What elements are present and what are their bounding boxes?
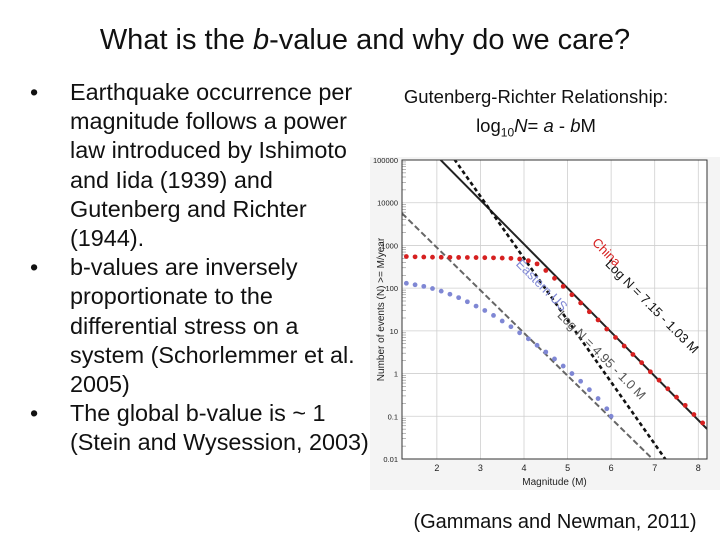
data-point — [499, 255, 505, 261]
y-tick-label: 1000 — [381, 241, 398, 250]
data-point — [682, 402, 688, 408]
data-point — [691, 412, 697, 417]
data-point — [517, 330, 523, 336]
data-point — [464, 255, 470, 260]
data-point — [438, 254, 444, 260]
data-point — [508, 255, 514, 261]
data-point — [456, 255, 462, 260]
x-tick-label: 2 — [434, 463, 439, 473]
data-point — [464, 299, 470, 305]
bullet-item: Earthquake occurrence per magnitude foll… — [30, 78, 370, 253]
data-point — [586, 309, 592, 315]
data-point — [412, 282, 418, 288]
chart-frame: 2 3 4 5 6 7 8 0.01 0.1 1 10 100 1000 10000 100000 Magni… — [370, 156, 720, 490]
data-point — [604, 406, 610, 412]
plot-content — [402, 160, 707, 459]
slide-title: What is the b-value and why do we care? — [99, 24, 631, 56]
gutenberg-richter-chart: 2 3 4 5 6 7 8 0.01 0.1 1 10 100 1000 10000 100000 Magni… — [370, 156, 720, 490]
data-point — [560, 283, 566, 289]
data-point — [700, 420, 706, 426]
bullet-list: Earthquake occurrence per magnitude foll… — [30, 78, 370, 458]
y-axis-label: Number of events (N) >= M/year — [376, 237, 387, 381]
bullet-item: The global b-value is ~ 1 (Stein and Wys… — [30, 399, 370, 457]
y-tick-label: 0.1 — [388, 412, 398, 421]
data-point — [569, 292, 575, 298]
citation: (Gammans and Newman, 2011) — [413, 511, 697, 533]
data-point — [447, 254, 453, 260]
x-tick-label: 7 — [652, 463, 657, 473]
data-point — [665, 386, 671, 392]
data-point — [412, 254, 418, 260]
data-point — [482, 308, 488, 313]
data-point — [543, 268, 549, 273]
data-point — [621, 343, 627, 349]
data-point — [473, 303, 479, 309]
data-point — [674, 394, 679, 400]
y-tick-label: 100 — [385, 284, 398, 293]
data-point — [430, 254, 435, 260]
x-tick-label: 5 — [565, 463, 570, 473]
data-point — [438, 288, 444, 294]
x-tick-label: 3 — [478, 463, 483, 473]
x-tick-label: 4 — [521, 463, 526, 473]
data-point — [613, 335, 618, 340]
data-point — [482, 255, 488, 261]
data-point — [525, 336, 531, 342]
y-tick-label: 0.01 — [383, 455, 398, 464]
equation-formula: log10N= a - bM — [476, 115, 596, 140]
data-point — [421, 254, 427, 260]
data-point — [560, 363, 566, 369]
y-tick-label: 100000 — [373, 157, 398, 165]
data-point — [403, 254, 409, 259]
y-tick-label: 10000 — [377, 199, 398, 208]
bullet-item: b-values are inversely proportionate to … — [30, 253, 370, 399]
x-tick-label: 8 — [696, 463, 701, 473]
data-point — [604, 326, 610, 332]
data-point — [456, 295, 462, 301]
data-point — [508, 324, 514, 330]
data-point — [517, 256, 523, 262]
data-point — [552, 356, 557, 362]
data-point — [491, 313, 496, 318]
data-point — [639, 360, 645, 366]
plot-area — [402, 160, 707, 459]
data-point — [578, 300, 584, 306]
data-point — [525, 258, 531, 264]
plot-border — [401, 159, 708, 460]
data-point — [647, 369, 653, 375]
fit-line — [439, 160, 707, 430]
data-point — [499, 318, 505, 324]
data-point — [656, 377, 662, 383]
equation-title: Gutenberg-Richter Relationship: — [403, 86, 669, 107]
data-point — [491, 255, 496, 261]
data-point — [473, 255, 479, 260]
data-point — [586, 387, 592, 393]
data-point — [578, 378, 584, 384]
data-point — [543, 349, 549, 355]
reference-line — [453, 160, 667, 459]
x-tick-label: 6 — [609, 463, 614, 473]
data-point — [552, 275, 557, 281]
data-point — [569, 371, 575, 376]
data-point — [630, 352, 636, 357]
data-point — [447, 291, 453, 297]
y-tick-label: 1 — [394, 370, 398, 379]
data-point — [534, 261, 540, 267]
data-point — [534, 342, 540, 348]
data-point — [403, 280, 409, 286]
data-point — [608, 413, 614, 419]
data-point — [595, 317, 601, 323]
data-point — [430, 286, 435, 291]
data-point — [595, 396, 601, 401]
x-axis-label: Magnitude (M) — [522, 477, 586, 488]
y-tick-label: 10 — [390, 327, 398, 336]
data-point — [421, 283, 427, 289]
